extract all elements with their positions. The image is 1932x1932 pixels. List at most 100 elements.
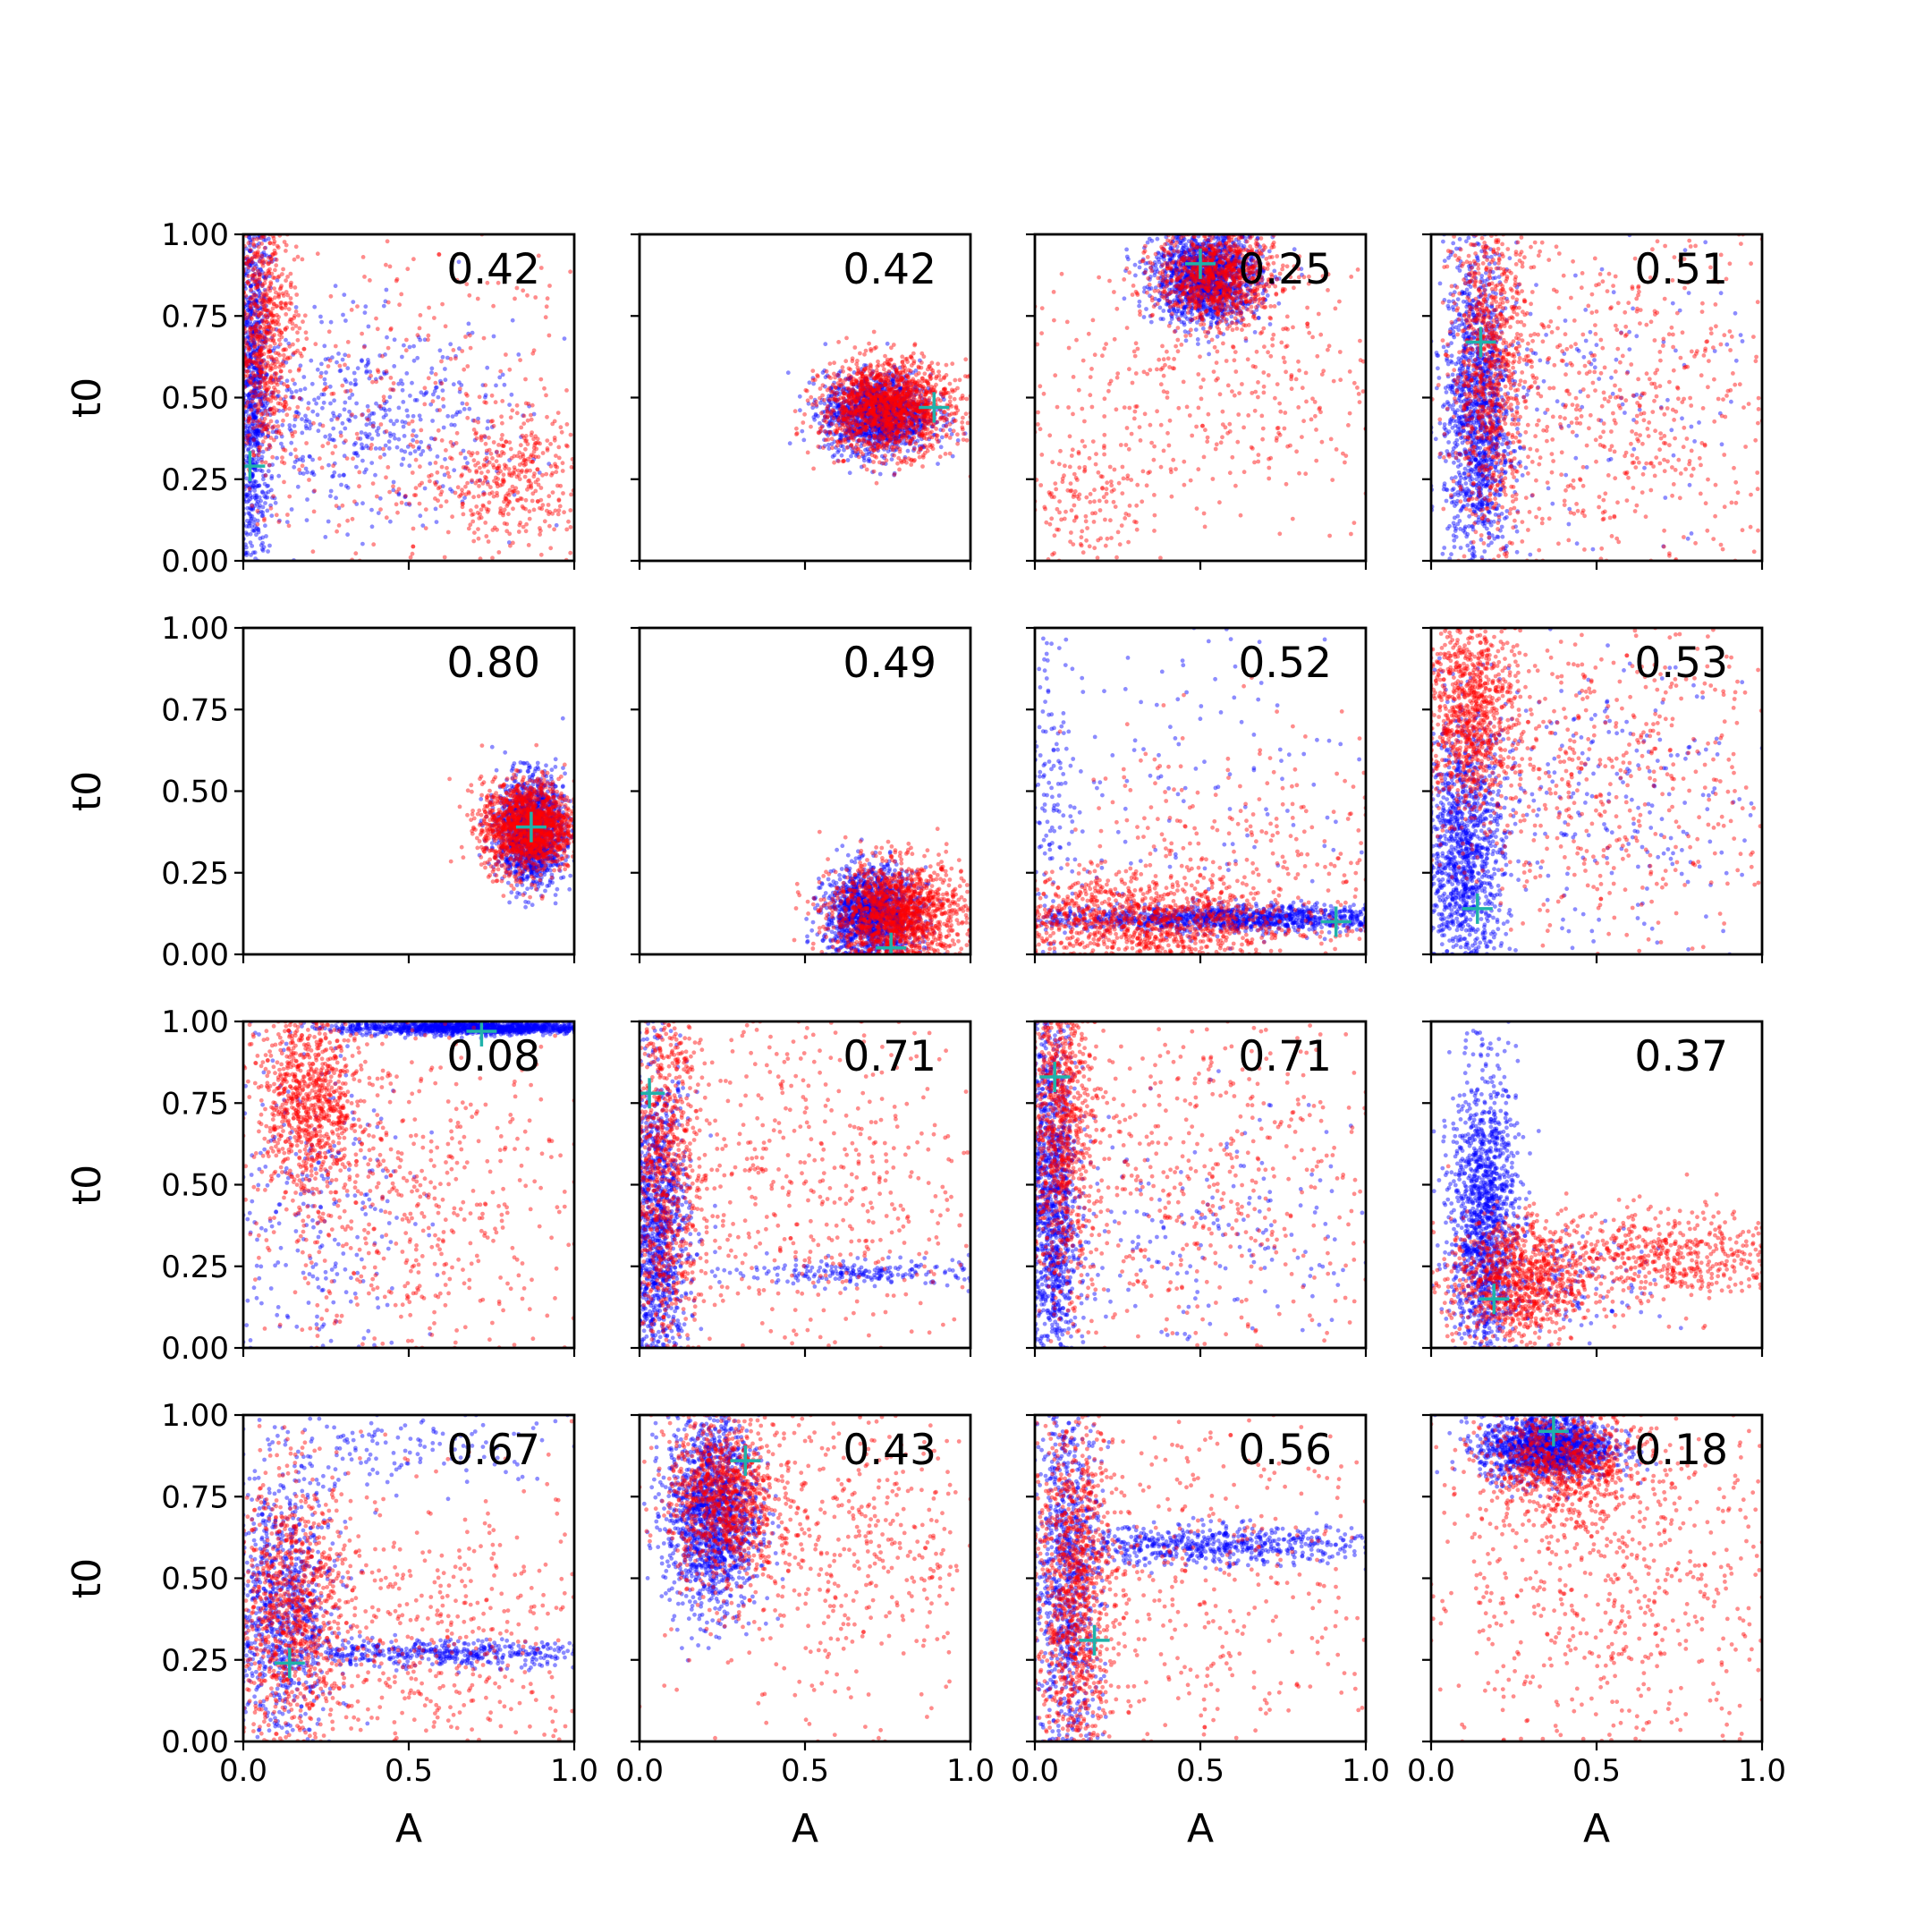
point-blue bbox=[402, 494, 408, 499]
point-red bbox=[465, 480, 470, 486]
point-blue bbox=[252, 468, 258, 473]
point-blue bbox=[301, 375, 307, 379]
point-red bbox=[869, 348, 874, 353]
point-blue bbox=[253, 261, 258, 267]
point-blue bbox=[281, 408, 285, 413]
point-blue bbox=[823, 342, 828, 347]
point-red bbox=[450, 444, 455, 448]
point-red bbox=[257, 386, 262, 390]
point-blue bbox=[336, 505, 342, 511]
point-blue bbox=[404, 371, 410, 376]
point-red bbox=[254, 255, 258, 259]
point-red bbox=[436, 252, 442, 257]
point-red bbox=[268, 354, 274, 360]
point-red bbox=[502, 499, 506, 504]
point-red bbox=[427, 474, 431, 479]
point-red bbox=[258, 374, 262, 378]
point-red bbox=[406, 421, 411, 427]
point-red bbox=[256, 250, 260, 254]
point-red bbox=[455, 485, 461, 490]
point-blue bbox=[877, 411, 882, 417]
point-blue bbox=[253, 428, 258, 434]
point-red bbox=[267, 325, 273, 329]
point-blue bbox=[254, 428, 259, 434]
point-blue bbox=[366, 324, 371, 329]
point-red bbox=[386, 300, 391, 305]
point-blue bbox=[247, 436, 252, 441]
point-red bbox=[484, 455, 489, 461]
point-red bbox=[247, 415, 252, 419]
point-blue bbox=[258, 235, 263, 241]
point-red bbox=[555, 512, 561, 517]
point-blue bbox=[343, 400, 348, 405]
point-red bbox=[279, 305, 284, 310]
point-red bbox=[274, 356, 279, 361]
point-red bbox=[439, 489, 445, 495]
point-blue bbox=[852, 450, 857, 455]
point-blue bbox=[418, 417, 423, 422]
point-blue bbox=[252, 272, 257, 276]
point-red bbox=[524, 470, 529, 474]
point-red bbox=[428, 479, 432, 484]
point-blue bbox=[265, 329, 269, 335]
point-blue bbox=[249, 306, 254, 311]
point-blue bbox=[297, 396, 302, 401]
point-blue bbox=[250, 376, 255, 381]
point-red bbox=[281, 402, 285, 408]
point-red bbox=[542, 386, 547, 391]
point-blue bbox=[494, 450, 499, 454]
point-red bbox=[265, 381, 270, 386]
point-red bbox=[523, 438, 528, 444]
point-blue bbox=[337, 369, 343, 374]
point-blue bbox=[298, 457, 302, 462]
point-red bbox=[250, 242, 256, 246]
point-red bbox=[263, 344, 268, 349]
point-red bbox=[516, 468, 521, 473]
point-blue bbox=[856, 438, 861, 444]
point-blue bbox=[470, 330, 475, 335]
point-red bbox=[245, 369, 250, 374]
point-red bbox=[433, 496, 437, 501]
point-red bbox=[250, 333, 255, 338]
point-red bbox=[491, 465, 496, 470]
point-red bbox=[487, 460, 492, 465]
point-red bbox=[250, 370, 256, 376]
point-red bbox=[263, 460, 268, 465]
point-blue bbox=[309, 470, 314, 476]
point-blue bbox=[254, 428, 259, 433]
point-blue bbox=[381, 415, 386, 419]
point-blue bbox=[905, 386, 911, 391]
point-red bbox=[538, 377, 544, 382]
point-blue bbox=[252, 343, 258, 348]
point-red bbox=[533, 488, 538, 494]
point-blue bbox=[863, 416, 869, 421]
point-blue bbox=[907, 371, 912, 376]
point-blue bbox=[440, 354, 445, 360]
point-red bbox=[850, 359, 855, 364]
point-red bbox=[478, 479, 482, 483]
point-red bbox=[253, 303, 258, 308]
point-red bbox=[370, 379, 375, 385]
point-blue bbox=[246, 511, 251, 515]
point-blue bbox=[284, 378, 290, 384]
point-red bbox=[555, 411, 561, 415]
point-blue bbox=[476, 416, 480, 421]
point-red bbox=[244, 363, 249, 369]
point-red bbox=[868, 373, 873, 378]
point-blue bbox=[882, 447, 886, 452]
point-red bbox=[265, 332, 269, 336]
point-blue bbox=[509, 392, 514, 397]
point-red bbox=[351, 456, 355, 462]
point-blue bbox=[248, 416, 252, 421]
point-red bbox=[527, 478, 532, 483]
point-red bbox=[513, 296, 517, 301]
point-blue bbox=[472, 437, 478, 443]
point-red bbox=[291, 394, 296, 400]
point-red bbox=[263, 313, 267, 318]
point-red bbox=[258, 311, 263, 316]
point-blue bbox=[253, 292, 258, 297]
point-red bbox=[556, 497, 562, 502]
point-blue bbox=[303, 423, 309, 428]
point-red bbox=[550, 421, 555, 427]
point-red bbox=[247, 419, 251, 425]
